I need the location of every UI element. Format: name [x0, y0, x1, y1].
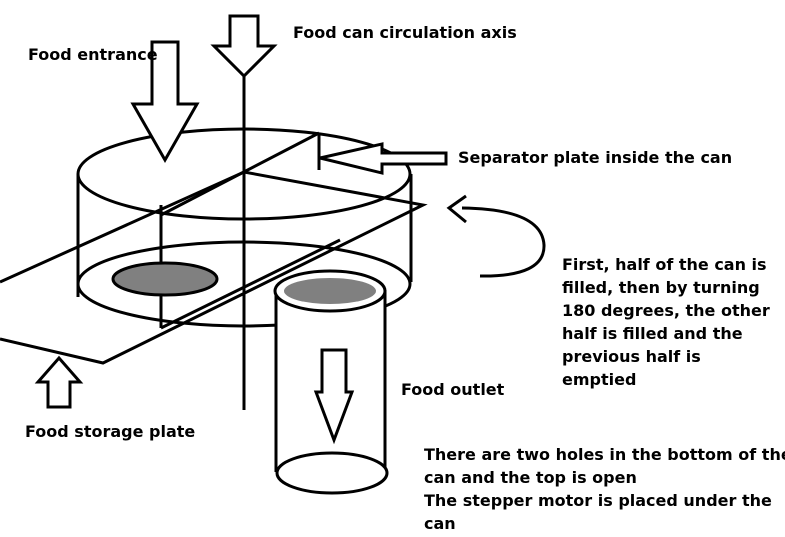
rotation-note-line: filled, then by turning	[562, 278, 760, 297]
separator-plate-label: Separator plate inside the can	[458, 148, 733, 167]
rotation-arrow	[461, 206, 546, 278]
rotation-note-line: emptied	[562, 370, 637, 389]
rotation-note-line: First, half of the can is	[562, 255, 767, 274]
storage-plate-label: Food storage plate	[25, 422, 196, 441]
separator-plate-bottom-edge	[160, 238, 341, 330]
rotation-note-line: 180 degrees, the other	[562, 301, 770, 320]
food-entrance-arrow	[130, 40, 200, 164]
food-storage-plate	[0, 170, 428, 365]
rotation-note: First, half of the can is filled, then b…	[562, 253, 770, 391]
bottom-note-line: can	[424, 514, 456, 533]
food-outlet-label: Food outlet	[401, 380, 505, 399]
axis-arrow	[210, 14, 278, 79]
separator-plate-top-edge	[160, 131, 320, 217]
bottom-note: There are two holes in the bottom of the…	[424, 443, 785, 535]
right-bottom-hole	[284, 278, 376, 304]
rotation-note-line: half is filled and the	[562, 324, 743, 343]
storage-plate-arrow	[34, 355, 84, 409]
circulation-axis-label: Food can circulation axis	[293, 23, 517, 42]
food-outlet-arrow	[313, 348, 355, 445]
bottom-note-line: The stepper motor is placed under the	[424, 491, 772, 510]
left-bottom-hole	[111, 261, 219, 297]
outlet-tube-bottom	[275, 451, 389, 495]
separator-pointer-arrow	[319, 142, 448, 175]
rotation-arrow-head	[446, 194, 467, 224]
bottom-note-line: There are two holes in the bottom of the	[424, 445, 785, 464]
food-entrance-label: Food entrance	[28, 45, 158, 64]
rotation-note-line: previous half is	[562, 347, 701, 366]
bottom-note-line: can and the top is open	[424, 468, 637, 487]
